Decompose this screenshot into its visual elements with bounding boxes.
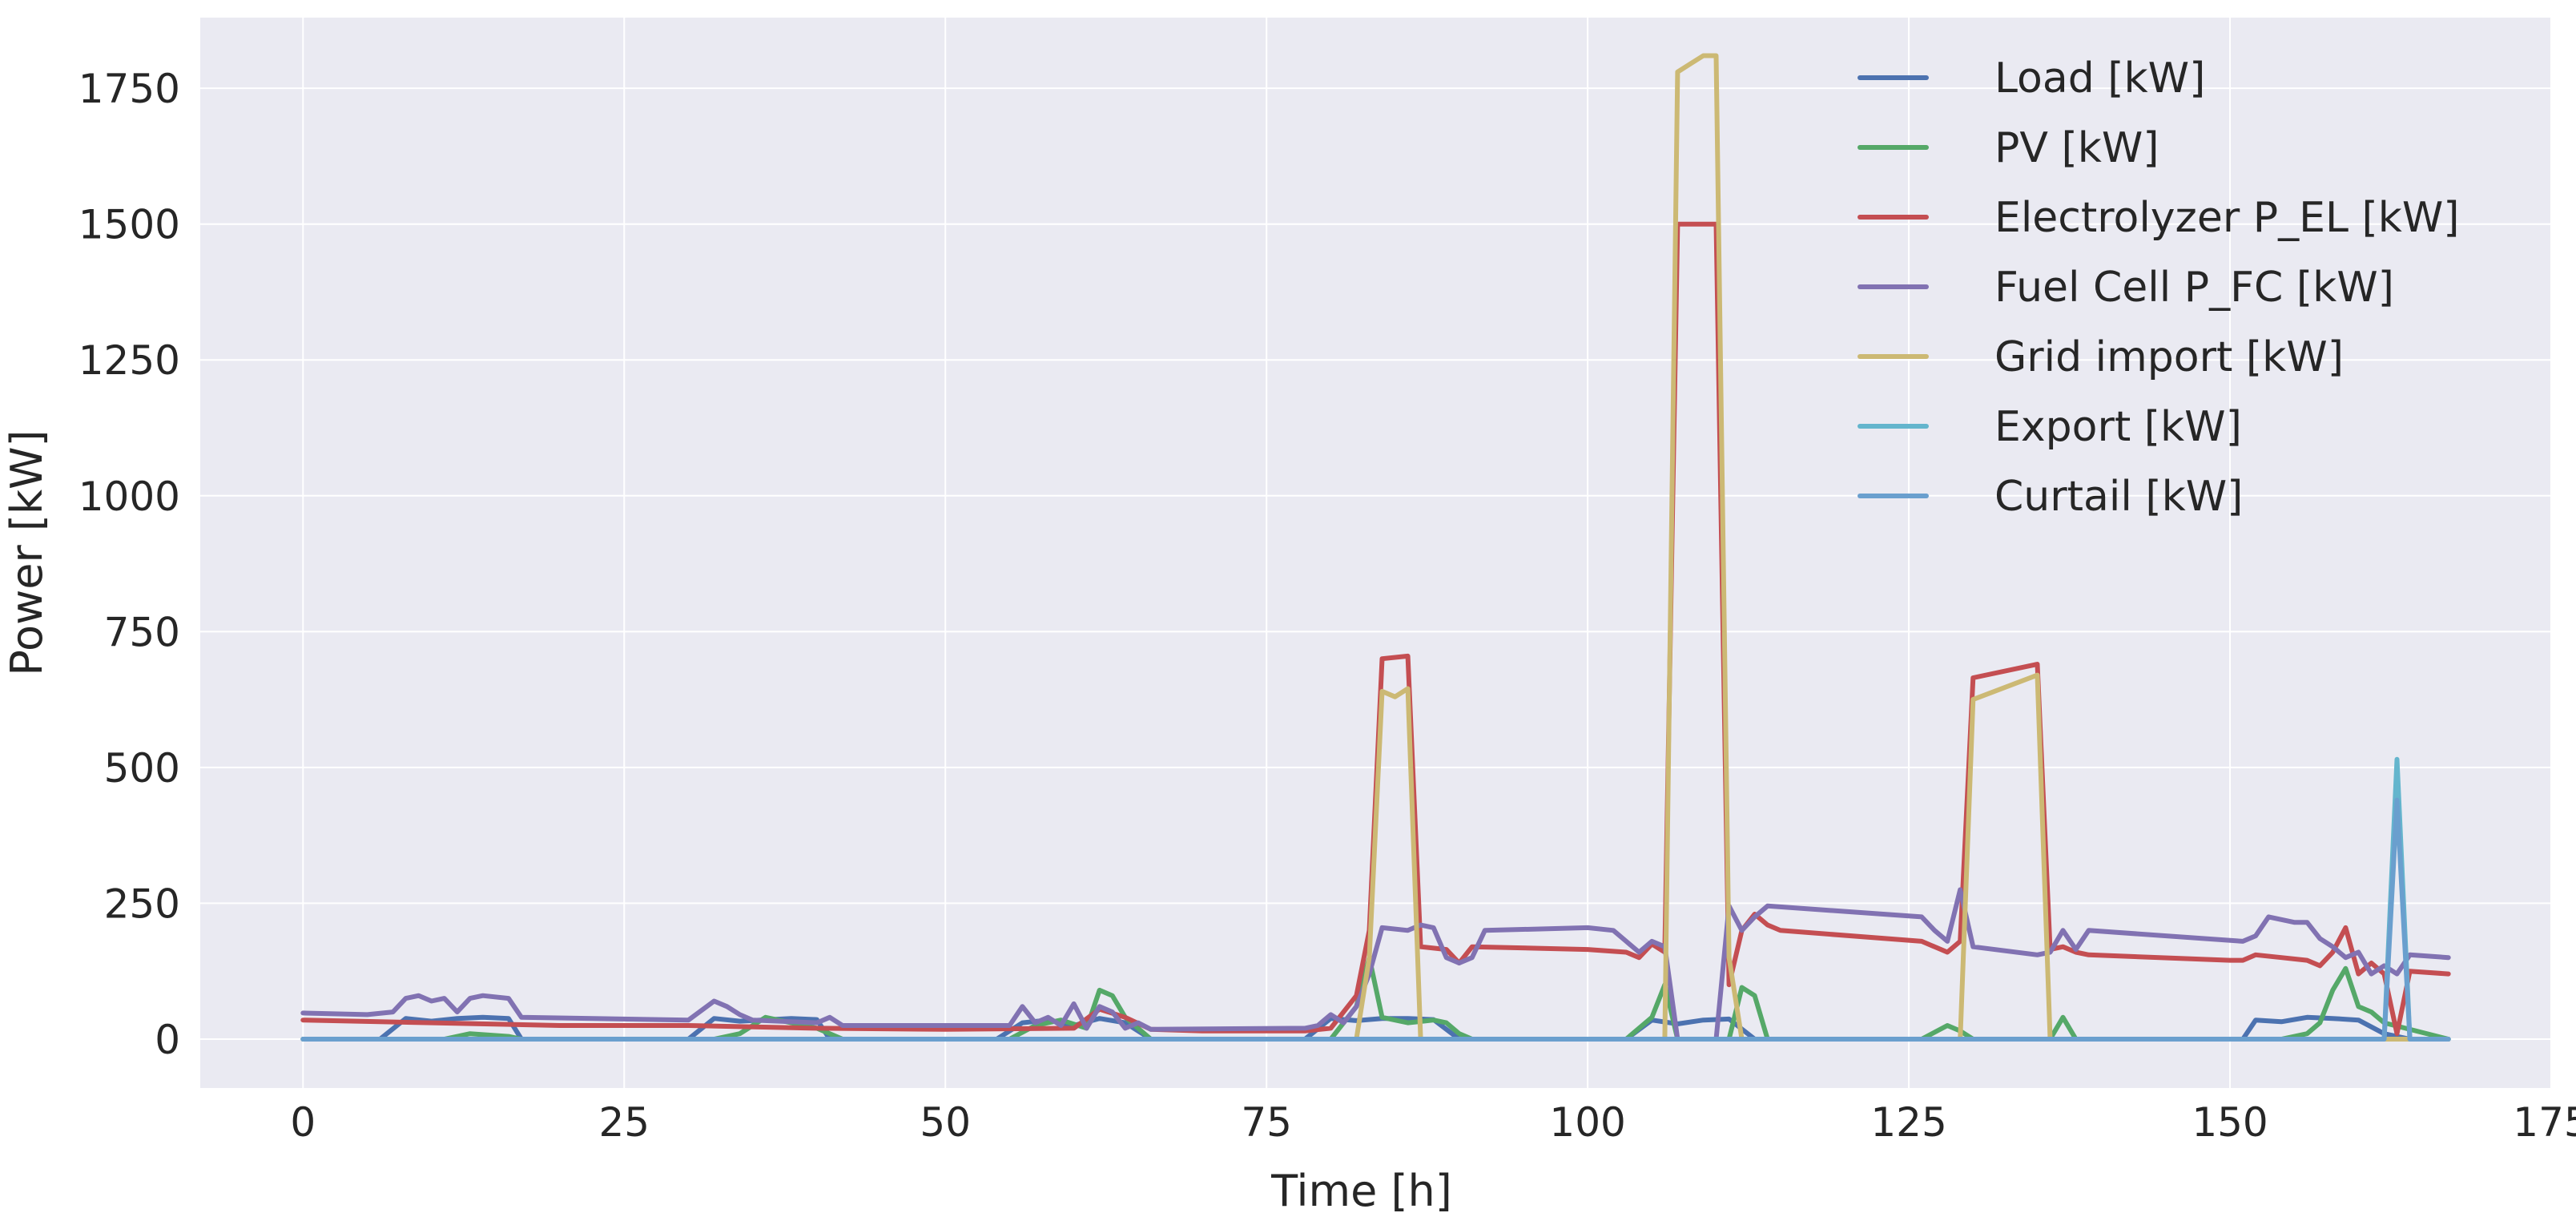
series-group (300, 53, 2451, 1042)
y-tick-label: 250 (104, 880, 180, 927)
x-tick-label: 75 (1241, 1099, 1292, 1146)
y-tick-label: 500 (104, 745, 180, 792)
x-axis-label: Time [h] (1270, 1166, 1452, 1216)
x-tick-label: 50 (920, 1099, 971, 1146)
y-tick-labels: 0 250 500 750 1000 1250 1500 1750 (78, 66, 180, 1063)
series-line-6 (300, 797, 2451, 1042)
x-tick-label: 0 (290, 1099, 316, 1146)
legend-label-3: Fuel Cell P_FC [kW] (1994, 264, 2394, 312)
legend: Load [kW] PV [kW] Electrolyzer P_EL [kW] Fu… (1858, 54, 2460, 521)
legend-label-6: Curtail [kW] (1994, 473, 2243, 521)
x-tick-label: 25 (598, 1099, 650, 1146)
grid (200, 18, 2552, 1088)
legend-label-0: Load [kW] (1994, 54, 2205, 103)
x-tick-label: 125 (1870, 1099, 1946, 1146)
y-tick-label: 1250 (78, 337, 180, 384)
y-tick-label: 1750 (78, 66, 180, 112)
y-axis-label: Power [kW] (2, 429, 52, 675)
x-tick-label: 175 (2513, 1099, 2576, 1146)
legend-label-2: Electrolyzer P_EL [kW] (1994, 194, 2460, 242)
y-tick-label: 0 (155, 1017, 180, 1063)
plot-background (200, 18, 2551, 1088)
x-tick-labels: 0 25 50 75 100 125 150 175 (290, 1099, 2576, 1146)
y-tick-label: 1000 (78, 473, 180, 520)
legend-label-4: Grid import [kW] (1994, 333, 2344, 381)
y-tick-label: 1500 (78, 202, 180, 248)
x-tick-label: 100 (1549, 1099, 1625, 1146)
legend-label-5: Export [kW] (1994, 403, 2242, 451)
y-tick-label: 750 (104, 609, 180, 655)
series-line-4 (300, 53, 2451, 1042)
legend-label-1: PV [kW] (1994, 124, 2159, 172)
x-tick-label: 150 (2192, 1099, 2268, 1146)
series-line-3 (300, 887, 2451, 1042)
